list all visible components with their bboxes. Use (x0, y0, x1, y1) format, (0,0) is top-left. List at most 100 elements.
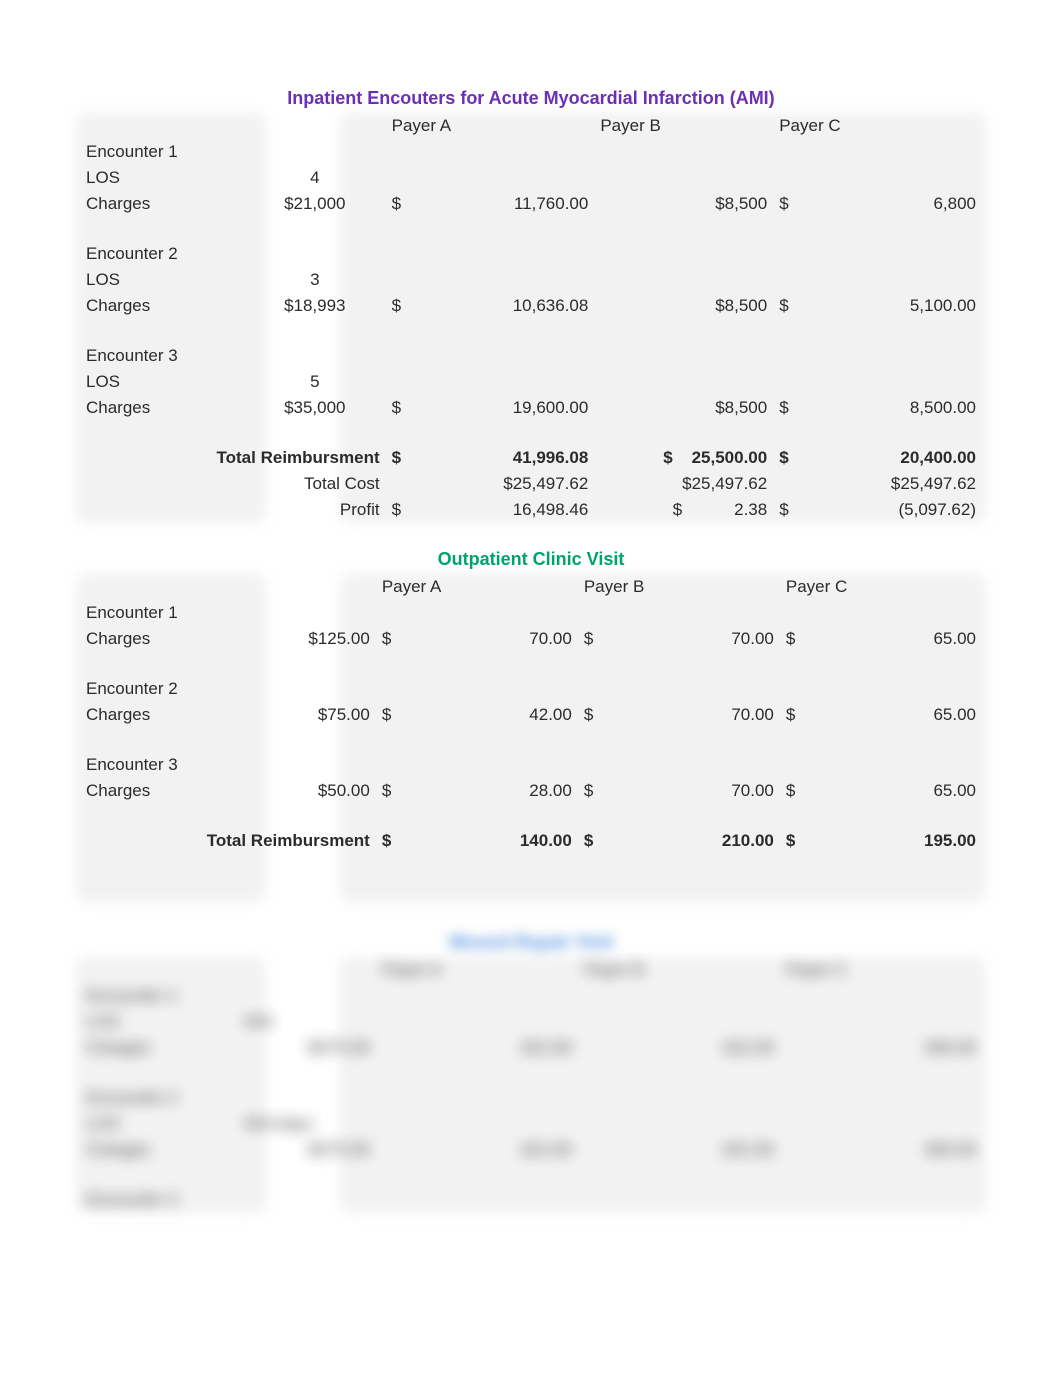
payer-a-amount: 70.00 (419, 626, 578, 652)
spacer (80, 878, 982, 902)
total-reimbursement-row: Total Reimbursment $ 140.00 $ 210.00 $ 1… (80, 828, 982, 854)
charges-label: Charges (80, 395, 244, 421)
cost-a: $25,497.62 (430, 471, 594, 497)
currency-symbol: $ (578, 778, 621, 804)
payer-b-header: Payer B (578, 957, 780, 983)
charges-value: $575.00 (239, 1137, 376, 1163)
total-a: 140.00 (419, 828, 578, 854)
total-c: 20,400.00 (818, 445, 982, 471)
charges-value: $18,993 (244, 293, 386, 319)
payer-c-header: Payer C (773, 113, 982, 139)
spacer (80, 652, 982, 676)
payer-a-amount: 28.00 (419, 778, 578, 804)
los-label: LOS (80, 1111, 239, 1137)
table-row: Charges $125.00 $ 70.00 $ 70.00 $ 65.00 (80, 626, 982, 652)
currency-symbol: $ (780, 702, 823, 728)
charges-value: $21,000 (244, 191, 386, 217)
currency-symbol: $ (386, 395, 431, 421)
encounter-name: Encounter 3 (80, 752, 376, 778)
currency-symbol: $ (773, 497, 818, 523)
currency-symbol: $ (578, 702, 621, 728)
encounter-name: Encounter 3 (80, 343, 386, 369)
spacer (80, 421, 982, 445)
profit-row: Profit $ 16,498.46 $ 2.38 $ (5,097.62) (80, 497, 982, 523)
cost-c: $25,497.62 (818, 471, 982, 497)
charges-value: $50.00 (239, 778, 376, 804)
table-row: Charges$575.00322.00322.00300.00 (80, 1137, 982, 1163)
los-label: LOS (80, 165, 244, 191)
encounter-name: Encounter 1 (80, 983, 376, 1009)
total-c: 195.00 (823, 828, 982, 854)
payer-b-header: Payer B (578, 574, 780, 600)
payer-b-amount: 70.00 (621, 778, 780, 804)
payer-a-amount: 11,760.00 (430, 191, 594, 217)
currency-symbol: $ (376, 626, 419, 652)
payer-b-amount: $8,500 (594, 191, 773, 217)
payer-a-amount: 322.00 (419, 1137, 578, 1163)
table-row: Charges $18,993 $ 10,636.08 $8,500 $ 5,1… (80, 293, 982, 319)
charges-label: Charges (80, 1035, 239, 1061)
payer-b-amount: $8,500 (594, 395, 773, 421)
inpatient-table: Payer A Payer B Payer C Encounter 1 LOS … (80, 113, 982, 523)
payer-b-header: Payer B (594, 113, 773, 139)
payer-header-row: Payer A Payer B Payer C (80, 574, 982, 600)
payer-a-amount: 19,600.00 (430, 395, 594, 421)
total-b: 25,500.00 (692, 448, 768, 467)
currency-symbol: $ (773, 293, 818, 319)
charges-label: Charges (80, 191, 244, 217)
table-row: Encounter 3 (80, 1187, 982, 1213)
total-reimbursement-label: Total Reimbursment (80, 445, 386, 471)
encounter-name: Encounter 1 (80, 139, 386, 165)
currency-symbol: $ (773, 445, 818, 471)
table-row: Encounter 1 (80, 600, 982, 626)
currency-symbol: $ (578, 626, 621, 652)
currency-symbol: $ (663, 448, 672, 467)
los-value: 4 (244, 165, 386, 191)
payer-b-amount: 70.00 (621, 702, 780, 728)
payer-header-row: Payer A Payer B Payer C (80, 113, 982, 139)
table-row: Charges $50.00 $ 28.00 $ 70.00 $ 65.00 (80, 778, 982, 804)
charges-value: $575.00 (239, 1035, 376, 1061)
encounter-name: Encounter 1 (80, 600, 376, 626)
payer-c-amount: 65.00 (823, 626, 982, 652)
payer-b-amount: 322.00 (621, 1137, 780, 1163)
currency-symbol: $ (780, 828, 823, 854)
inpatient-title: Inpatient Encouters for Acute Myocardial… (80, 88, 982, 109)
table-row: Encounter 1 (80, 983, 982, 1009)
currency-symbol: $ (376, 778, 419, 804)
table-row: Encounter 2 (80, 1085, 982, 1111)
table-row: Encounter 3 (80, 752, 982, 778)
charges-value: $75.00 (239, 702, 376, 728)
charges-label: Charges (80, 702, 239, 728)
spacer (80, 1163, 982, 1187)
payer-b-amount: 70.00 (621, 626, 780, 652)
currency-symbol: $ (386, 293, 431, 319)
spacer (80, 319, 982, 343)
payer-c-amount: 65.00 (823, 702, 982, 728)
currency-symbol: $ (780, 778, 823, 804)
los-value: N/A (239, 1009, 376, 1035)
los-value: N/A days (239, 1111, 376, 1137)
table-row: LOS 4 (80, 165, 982, 191)
table-row: Encounter 2 (80, 241, 982, 267)
los-label: LOS (80, 369, 244, 395)
charges-value: $125.00 (239, 626, 376, 652)
total-reimbursement-row: Total Reimbursment $ 41,996.08 $ 25,500.… (80, 445, 982, 471)
los-label: LOS (80, 1009, 239, 1035)
currency-symbol: $ (780, 626, 823, 652)
currency-symbol: $ (578, 828, 621, 854)
payer-a-header: Payer A (386, 113, 595, 139)
table-row: Encounter 2 (80, 676, 982, 702)
total-a: 41,996.08 (430, 445, 594, 471)
currency-symbol: $ (673, 500, 682, 519)
payer-b-amount: $8,500 (594, 293, 773, 319)
profit-b: 2.38 (734, 500, 767, 519)
total-cost-label: Total Cost (80, 471, 386, 497)
payer-b-amount: 322.00 (621, 1035, 780, 1061)
table-row: Charges $75.00 $ 42.00 $ 70.00 $ 65.00 (80, 702, 982, 728)
payer-c-amount: 5,100.00 (818, 293, 982, 319)
total-cost-row: Total Cost $25,497.62 $25,497.62 $25,497… (80, 471, 982, 497)
payer-c-amount: 300.00 (823, 1035, 982, 1061)
los-value: 3 (244, 267, 386, 293)
profit-b-wrap: $ 2.38 (594, 497, 773, 523)
